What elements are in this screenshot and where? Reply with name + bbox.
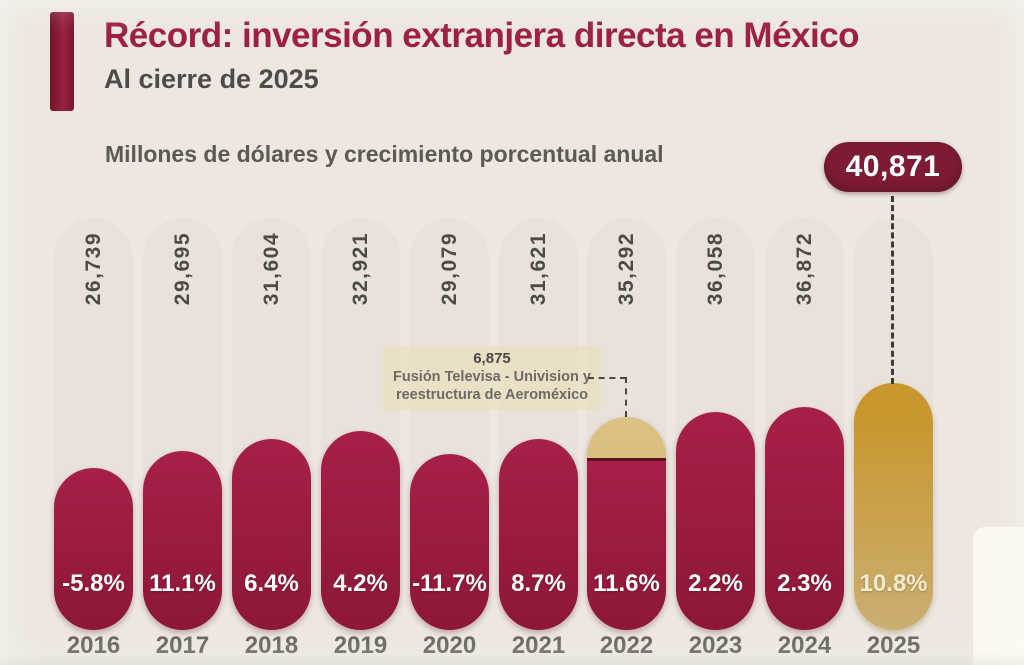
corner-card bbox=[973, 527, 1024, 665]
bar-column-2024: 36,872 2.3% 2024 bbox=[765, 218, 844, 659]
bar-value-label: 29,079 bbox=[437, 232, 461, 306]
page-title: Récord: inversión extranjera directa en … bbox=[104, 16, 860, 55]
bar-2022: 11.6% bbox=[587, 417, 666, 630]
year-label: 2024 bbox=[777, 632, 832, 659]
year-label: 2020 bbox=[422, 632, 477, 659]
merger-annotation-line1: Fusión Televisa - Univision y bbox=[393, 369, 591, 385]
bar-value-label: 36,058 bbox=[703, 232, 727, 306]
units-label: Millones de dólares y crecimiento porcen… bbox=[105, 141, 664, 167]
title-accent-bar bbox=[50, 12, 74, 111]
bar-2025: 10.8% bbox=[854, 383, 933, 630]
bar-percent-label: -5.8% bbox=[62, 570, 125, 597]
bar-column-2023: 36,058 2.2% 2023 bbox=[676, 218, 755, 659]
record-value-badge: 40,871 bbox=[824, 142, 962, 192]
bar-2024: 2.3% bbox=[765, 407, 844, 630]
record-connector-dashed-line bbox=[891, 196, 894, 384]
bar-column-2020: 29,079 -11.7% 2020 bbox=[410, 218, 489, 659]
page-subtitle: Al cierre de 2025 bbox=[104, 64, 319, 94]
year-label: 2025 bbox=[866, 632, 921, 659]
year-label: 2019 bbox=[333, 632, 388, 659]
bar-column-2017: 29,695 11.1% 2017 bbox=[143, 218, 222, 659]
merger-annotation-value: 6,875 bbox=[473, 350, 511, 367]
bar-percent-label: 11.6% bbox=[593, 570, 660, 597]
bar-value-label: 31,604 bbox=[259, 232, 283, 306]
year-label: 2023 bbox=[688, 632, 743, 659]
bar-value-label: 32,921 bbox=[348, 232, 372, 306]
bar-percent-label: 2.3% bbox=[777, 570, 832, 597]
bar-2018: 6.4% bbox=[232, 439, 311, 630]
bar-segment-base bbox=[587, 458, 666, 630]
record-value-text: 40,871 bbox=[845, 150, 941, 183]
bar-value-label: 36,872 bbox=[792, 232, 816, 306]
bar-value-label: 31,621 bbox=[526, 232, 550, 306]
bar-value-label: 35,292 bbox=[614, 232, 638, 306]
bar-percent-label: 4.2% bbox=[333, 570, 388, 597]
bar-percent-label: 6.4% bbox=[244, 570, 299, 597]
merger-connector-vertical bbox=[625, 377, 627, 417]
bar-percent-label: 10.8% bbox=[859, 570, 928, 597]
bar-2017: 11.1% bbox=[143, 451, 222, 630]
year-label: 2018 bbox=[244, 632, 299, 659]
bar-2023: 2.2% bbox=[676, 412, 755, 630]
bar-column-2018: 31,604 6.4% 2018 bbox=[232, 218, 311, 659]
year-label: 2016 bbox=[66, 632, 121, 659]
year-label: 2021 bbox=[511, 632, 566, 659]
bar-2016: -5.8% bbox=[54, 468, 133, 630]
merger-connector-horizontal bbox=[588, 377, 626, 379]
bar-percent-label: 2.2% bbox=[688, 570, 743, 597]
bar-percent-label: 8.7% bbox=[511, 570, 566, 597]
bar-column-2021: 31,621 8.7% 2021 bbox=[499, 218, 578, 659]
year-label: 2017 bbox=[155, 632, 210, 659]
bar-column-2022: 35,292 11.6% 2022 bbox=[587, 218, 666, 659]
bar-chart: 26,739 -5.8% 2016 29,695 11.1% 2017 31,604 6.4%… bbox=[54, 218, 936, 659]
bar-column-2016: 26,739 -5.8% 2016 bbox=[54, 218, 133, 659]
bar-2019: 4.2% bbox=[321, 431, 400, 630]
year-label: 2022 bbox=[599, 632, 654, 659]
bar-2021: 8.7% bbox=[499, 439, 578, 630]
bar-2020: -11.7% bbox=[410, 454, 489, 630]
bar-value-label: 26,739 bbox=[81, 232, 105, 306]
bar-percent-label: -11.7% bbox=[412, 570, 487, 597]
bar-percent-label: 11.1% bbox=[149, 570, 216, 597]
merger-annotation-line2: reestructura de Aeroméxico bbox=[395, 386, 589, 403]
bar-value-label: 29,695 bbox=[170, 232, 194, 306]
bar-column-2019: 32,921 4.2% 2019 bbox=[321, 218, 400, 659]
merger-annotation: 6,875 Fusión Televisa - Univision y rees… bbox=[383, 346, 601, 411]
bar-column-2025: 10.8% 2025 bbox=[854, 218, 933, 659]
